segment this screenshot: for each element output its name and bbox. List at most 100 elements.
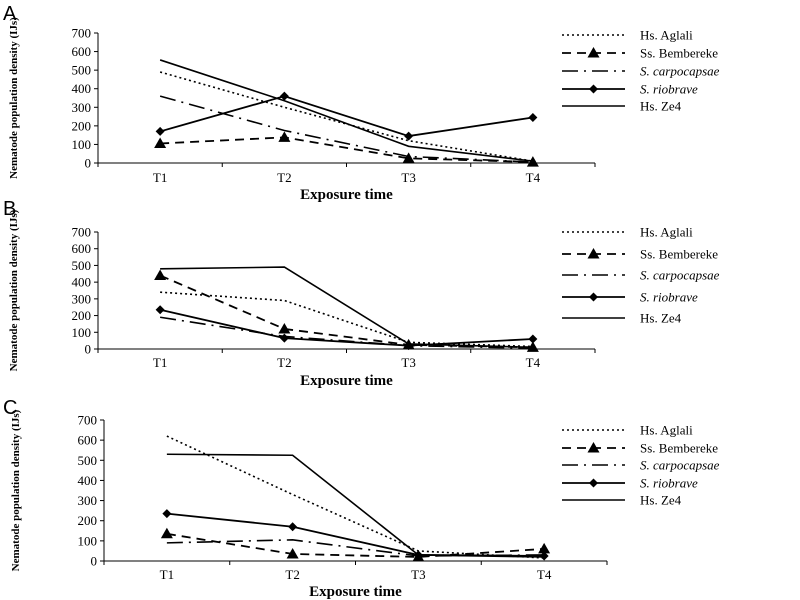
x-tick-label: T1: [153, 355, 167, 370]
series-line: [159, 95, 534, 137]
y-tick-label: 0: [91, 554, 98, 569]
data-point: [278, 131, 291, 142]
series-line: [166, 453, 545, 558]
series-line: [159, 95, 533, 163]
panel-label: B: [3, 198, 16, 220]
series-s-carpocapsae: [166, 539, 545, 557]
data-point: [155, 305, 165, 315]
y-tick-label: 300: [72, 100, 92, 115]
y-tick-label: 400: [78, 473, 98, 488]
series-ss-bembereke: [154, 131, 539, 167]
legend-label: S. riobrave: [640, 82, 698, 97]
x-tick-label: T1: [160, 567, 174, 582]
legend-label: Hs. Aglali: [640, 225, 693, 240]
y-tick-label: 100: [72, 137, 92, 152]
y-tick-label: 600: [72, 44, 92, 59]
y-axis-title: Nematode population density (IJs): [10, 409, 22, 571]
data-point: [402, 152, 415, 163]
series-hs-aglali: [160, 291, 533, 348]
chart-panel-c: C 0 100 200 300 400 500 600 700 T1 T2 T3 T4 Exposure …: [3, 397, 720, 600]
legend-marker: [587, 442, 600, 453]
x-tick-label: T2: [285, 567, 299, 582]
x-tick-label: T3: [411, 567, 425, 582]
y-tick-label: 500: [78, 453, 98, 468]
y-tick-label: 500: [72, 63, 92, 78]
series-line: [159, 59, 533, 162]
series-hs-ze4: [160, 266, 533, 349]
x-tick-label: T3: [401, 170, 415, 185]
data-point: [539, 551, 549, 561]
x-tick-label: T4: [526, 355, 541, 370]
y-tick-label: 200: [72, 308, 92, 323]
legend-label: Ss. Bembereke: [640, 46, 718, 61]
y-tick-label: 100: [78, 533, 98, 548]
y-tick-label: 200: [72, 118, 92, 133]
data-point: [154, 269, 167, 280]
panel-label: C: [3, 397, 17, 419]
legend-marker: [587, 47, 600, 58]
x-axis-title: Exposure time: [300, 187, 393, 203]
x-tick-label: T2: [277, 355, 291, 370]
data-point: [286, 547, 299, 559]
y-tick-label: 400: [72, 275, 92, 290]
series-hs-ze4: [166, 453, 545, 558]
data-point: [279, 333, 289, 343]
series-hs-ze4: [159, 59, 533, 162]
legend-marker: [589, 292, 598, 302]
legend-label: S. riobrave: [640, 476, 698, 491]
x-axis-title: Exposure time: [309, 584, 402, 600]
x-axis-title: Exposure time: [300, 373, 393, 389]
series-line: [159, 274, 533, 349]
legend-label: S. carpocapsae: [640, 64, 720, 79]
data-point: [162, 509, 172, 519]
data-point: [155, 126, 165, 136]
legend-label: Ss. Bembereke: [640, 441, 718, 456]
series-hs-aglali: [159, 71, 534, 162]
legend-label: S. riobrave: [640, 290, 698, 305]
legend-label: Hs. Ze4: [640, 493, 682, 508]
legend-label: Hs. Ze4: [640, 99, 682, 114]
y-axis-title: Nematode population density (IJs): [8, 209, 20, 371]
data-point: [278, 322, 291, 334]
series-s-riobrave: [155, 305, 538, 351]
panel-label: A: [3, 3, 17, 25]
y-tick-label: 600: [78, 433, 98, 448]
x-tick-label: T3: [401, 355, 415, 370]
legend-marker: [589, 478, 598, 488]
data-point: [154, 137, 167, 148]
series-line: [159, 71, 534, 162]
y-tick-label: 700: [72, 225, 92, 240]
legend-marker: [589, 84, 598, 94]
data-point: [526, 156, 539, 167]
y-axis-title: Nematode population density (IJs): [8, 17, 20, 179]
series-line: [166, 539, 545, 557]
x-tick-label: T1: [153, 170, 167, 185]
y-tick-label: 200: [78, 513, 98, 528]
data-point: [160, 527, 173, 539]
series-line: [159, 308, 533, 347]
data-point: [528, 334, 538, 344]
series-s-riobrave: [155, 91, 538, 141]
x-tick-label: T4: [526, 170, 541, 185]
series-line: [160, 136, 533, 163]
data-point: [279, 91, 289, 101]
legend-label: Hs. Aglali: [640, 423, 693, 438]
series-s-carpocapsae: [159, 95, 533, 163]
y-tick-label: 0: [85, 156, 92, 171]
x-tick-label: T4: [537, 567, 552, 582]
data-point: [528, 113, 538, 122]
series-s-riobrave: [162, 509, 549, 561]
series-line: [166, 532, 545, 558]
series-line: [160, 291, 533, 348]
legend-label: S. carpocapsae: [640, 458, 720, 473]
data-point: [404, 131, 414, 141]
y-tick-label: 700: [72, 26, 92, 41]
data-point: [538, 542, 551, 554]
legend-label: Hs. Aglali: [640, 28, 693, 43]
legend-marker: [587, 248, 600, 259]
x-tick-label: T2: [277, 170, 291, 185]
y-tick-label: 300: [78, 493, 98, 508]
y-tick-label: 700: [78, 413, 98, 428]
